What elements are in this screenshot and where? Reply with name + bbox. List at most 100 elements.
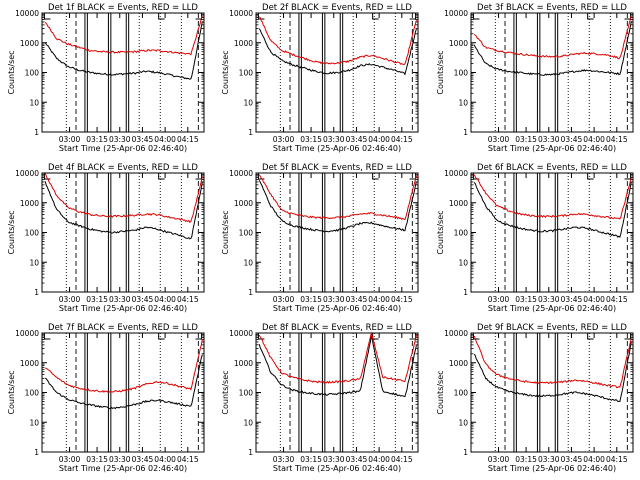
panel-title: Det 3f BLACK = Events, RED = LLD (477, 3, 627, 13)
y-tick-label: 1000 (234, 39, 253, 48)
detector-panel-6: Det 6f BLACK = Events, RED = LLD 1 10 100 10… (436, 163, 634, 313)
y-tick-label: 10000 (444, 169, 468, 178)
y-axis-label: Counts/sec (436, 370, 445, 414)
x-tick-label: 03:15 (300, 455, 322, 464)
x-tick-label: 03:45 (346, 135, 368, 144)
y-tick-label: 100 (454, 69, 469, 78)
x-axis-label: Start Time (25-Apr-06 02:46:40) (488, 304, 616, 313)
y-tick-label: 100 (454, 229, 469, 238)
y-tick-label: 1 (248, 288, 253, 297)
events-trace (258, 179, 417, 233)
y-tick-label: 10000 (229, 329, 253, 338)
x-axis-label: Start Time (25-Apr-06 02:46:40) (488, 144, 616, 153)
x-tick-label: 03:00 (488, 455, 510, 464)
interval-bracket (587, 13, 594, 20)
interval-bracket (158, 13, 165, 20)
detector-panel-4: Det 4f BLACK = Events, RED = LLD 1 10 100 10… (7, 163, 205, 313)
y-tick-label: 10 (458, 258, 468, 267)
y-axis-label: Counts/sec (436, 50, 445, 94)
x-tick-label: 03:30 (538, 295, 560, 304)
x-tick-label: 04:00 (154, 135, 176, 144)
x-tick-label: 03:15 (86, 455, 108, 464)
plot-frame (255, 172, 419, 293)
y-axis-label: Counts/sec (436, 210, 445, 254)
y-tick-label: 1 (34, 288, 39, 297)
x-tick-label: 04:15 (177, 455, 199, 464)
events-trace (473, 181, 632, 238)
y-tick-label: 1 (463, 128, 468, 137)
x-tick-label: 03:00 (59, 455, 81, 464)
x-tick-label: 03:45 (132, 295, 154, 304)
panel-title: Det 8f BLACK = Events, RED = LLD (262, 323, 412, 333)
x-tick-label: 03:15 (515, 295, 537, 304)
lld-trace (44, 173, 203, 224)
events-trace (258, 28, 417, 76)
y-tick-label: 10 (29, 418, 39, 427)
y-tick-label: 100 (454, 389, 469, 398)
x-tick-label: 03:45 (132, 135, 154, 144)
events-trace (44, 181, 203, 240)
panel-title: Det 7f BLACK = Events, RED = LLD (48, 323, 198, 333)
x-tick-label: 04:00 (368, 455, 390, 464)
y-tick-label: 1000 (234, 199, 253, 208)
x-tick-label: 04:00 (583, 135, 605, 144)
x-axis-label: Start Time (25-Apr-06 02:46:40) (273, 144, 401, 153)
plot-frame (470, 332, 634, 453)
y-tick-label: 1 (463, 288, 468, 297)
lld-trace (473, 15, 632, 60)
interval-bracket (158, 333, 165, 340)
x-tick-label: 03:15 (300, 135, 322, 144)
panel-title: Det 4f BLACK = Events, RED = LLD (48, 163, 198, 173)
lld-trace (258, 16, 417, 66)
y-tick-label: 1 (248, 128, 253, 137)
y-tick-label: 10000 (15, 329, 39, 338)
plot-frame (41, 172, 205, 293)
y-tick-label: 1000 (20, 199, 39, 208)
y-tick-label: 1000 (20, 359, 39, 368)
interval-bracket (624, 333, 632, 340)
x-tick-label: 03:30 (538, 135, 560, 144)
y-axis-label: Counts/sec (7, 370, 16, 414)
y-tick-label: 10 (29, 98, 39, 107)
lld-trace (473, 174, 632, 220)
lld-trace (258, 331, 417, 384)
detector-panel-8: Det 8f BLACK = Events, RED = LLD 1 10 100 10… (221, 323, 419, 473)
y-tick-label: 10 (458, 418, 468, 427)
interval-bracket (372, 333, 379, 340)
y-tick-label: 1 (34, 128, 39, 137)
events-trace (473, 341, 632, 403)
y-tick-label: 10 (243, 98, 253, 107)
y-tick-label: 10000 (15, 169, 39, 178)
detector-panel-3: Det 3f BLACK = Events, RED = LLD 1 10 100 10… (436, 3, 634, 153)
y-axis-label: Counts/sec (221, 370, 230, 414)
interval-bracket (43, 333, 51, 340)
x-axis-label: Start Time (25-Apr-06 02:46:40) (59, 464, 187, 473)
events-trace (44, 354, 203, 410)
x-tick-label: 03:00 (59, 135, 81, 144)
y-tick-label: 100 (239, 69, 254, 78)
y-tick-label: 100 (25, 69, 40, 78)
y-tick-label: 10 (29, 258, 39, 267)
x-tick-label: 04:00 (368, 295, 390, 304)
x-tick-label: 03:00 (59, 295, 81, 304)
x-tick-label: 03:30 (323, 455, 345, 464)
x-tick-label: 04:00 (154, 455, 176, 464)
y-axis-label: Counts/sec (221, 210, 230, 254)
panel-title: Det 2f BLACK = Events, RED = LLD (262, 3, 412, 13)
x-tick-label: 03:30 (273, 455, 295, 464)
panel-title: Det 9f BLACK = Events, RED = LLD (477, 323, 627, 333)
interval-bracket (372, 173, 379, 180)
interval-bracket (409, 13, 417, 20)
interval-bracket (43, 173, 51, 180)
x-tick-label: 03:30 (109, 295, 131, 304)
x-tick-label: 03:30 (109, 455, 131, 464)
y-tick-label: 100 (25, 389, 40, 398)
interval-bracket (158, 173, 165, 180)
events-trace (44, 21, 203, 80)
x-tick-label: 03:15 (515, 135, 537, 144)
x-tick-label: 03:15 (300, 295, 322, 304)
y-axis-label: Counts/sec (7, 210, 16, 254)
interval-bracket (257, 333, 265, 340)
y-tick-label: 10000 (444, 9, 468, 18)
